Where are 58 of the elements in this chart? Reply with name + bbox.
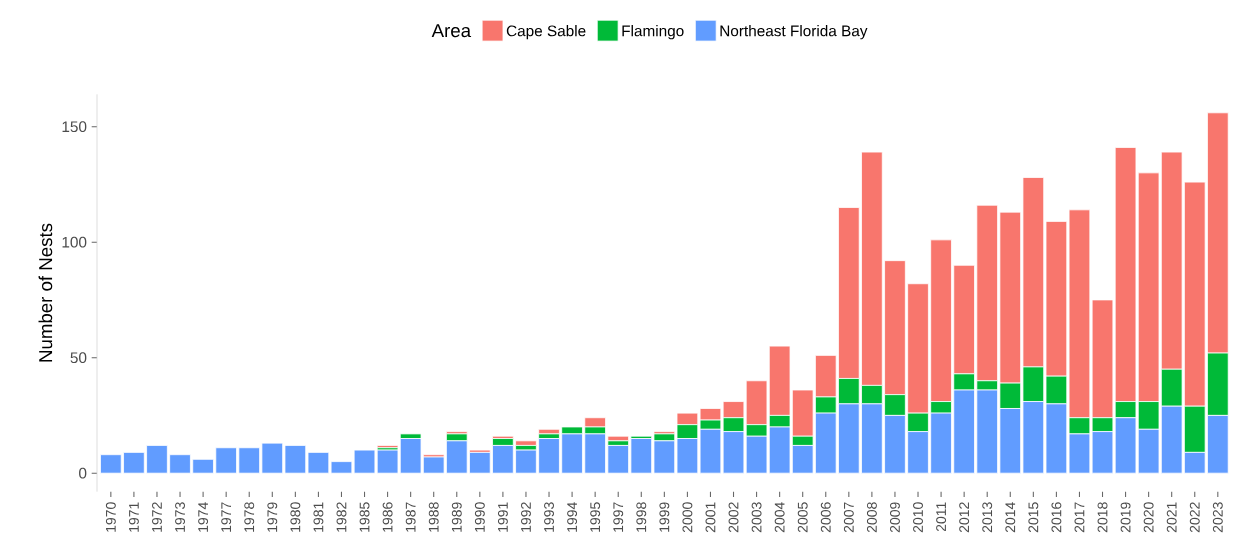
x-tick-label: 2020: [1143, 502, 1154, 533]
x-tick-label: 2008: [866, 502, 877, 533]
x-tick-label: 1986: [382, 502, 393, 532]
x-tick-label: 2012: [959, 502, 970, 533]
x-tick-label: 1971: [128, 502, 139, 532]
x-tick-label: 1998: [636, 502, 647, 532]
x-tick-label: 2021: [1166, 502, 1177, 533]
y-tick-label: 150: [62, 121, 87, 133]
x-tick-label: 2016: [1051, 502, 1062, 533]
x-tick-label: 1979: [267, 502, 278, 532]
x-tick-label: 1999: [659, 502, 670, 532]
x-tick-label: 1993: [544, 502, 554, 532]
x-tick-label: 2017: [1074, 502, 1085, 533]
x-tick-label: 2015: [1028, 502, 1039, 533]
x-tick-label: 1991: [497, 502, 508, 532]
y-tick-label: 50: [70, 352, 87, 364]
legend-title: Area: [431, 24, 472, 38]
x-tick-label: 2018: [1097, 502, 1108, 533]
x-tick-label: 1981: [313, 502, 324, 532]
y-tick-label: 100: [62, 236, 87, 248]
x-tick-label: 2005: [797, 502, 808, 533]
x-tick-label: 2003: [751, 502, 762, 533]
x-tick-label: 1972: [152, 502, 162, 532]
x-tick-label: 1988: [428, 502, 439, 532]
x-tick-label: 1970: [105, 502, 116, 532]
legend-label: Cape Sable: [506, 25, 586, 40]
x-tick-label: 1997: [613, 502, 624, 532]
x-tick-label: 1995: [590, 502, 601, 532]
x-tick-label: 2001: [705, 502, 716, 533]
x-tick-label: 2019: [1120, 502, 1131, 533]
x-tick-label: 2013: [982, 502, 993, 533]
x-tick-label: 2023: [1212, 502, 1223, 533]
x-tick-label: 1994: [567, 502, 578, 532]
x-tick-label: 1978: [244, 502, 255, 532]
x-tick-label: 2006: [820, 502, 831, 533]
y-tick-label: 0: [79, 467, 87, 479]
legend-label: Northeast Florida Bay: [720, 25, 868, 40]
x-tick-label: 1977: [221, 502, 232, 532]
x-tick-label: 2002: [728, 502, 739, 533]
x-tick-label: 1987: [405, 502, 416, 532]
y-axis-title: Number of Nests: [38, 223, 53, 362]
x-tick-label: 1982: [336, 502, 347, 532]
x-tick-label: 2004: [774, 502, 785, 533]
x-tick-label: 2022: [1189, 502, 1200, 533]
x-tick-label: 1980: [290, 502, 301, 532]
legend-label: Flamingo: [622, 25, 684, 40]
x-tick-label: 1973: [175, 502, 185, 532]
x-tick-label: 1992: [521, 502, 531, 532]
x-tick-label: 2011: [936, 502, 947, 532]
x-tick-label: 2009: [890, 502, 900, 533]
x-tick-label: 2010: [913, 502, 923, 533]
x-tick-label: 2007: [843, 502, 854, 533]
x-tick-label: 1989: [451, 502, 462, 532]
x-tick-label: 1990: [474, 502, 485, 532]
x-tick-label: 1974: [198, 502, 209, 532]
x-tick-label: 2014: [1005, 502, 1016, 533]
x-tick-label: 2000: [682, 502, 693, 533]
x-tick-label: 1985: [359, 502, 370, 532]
